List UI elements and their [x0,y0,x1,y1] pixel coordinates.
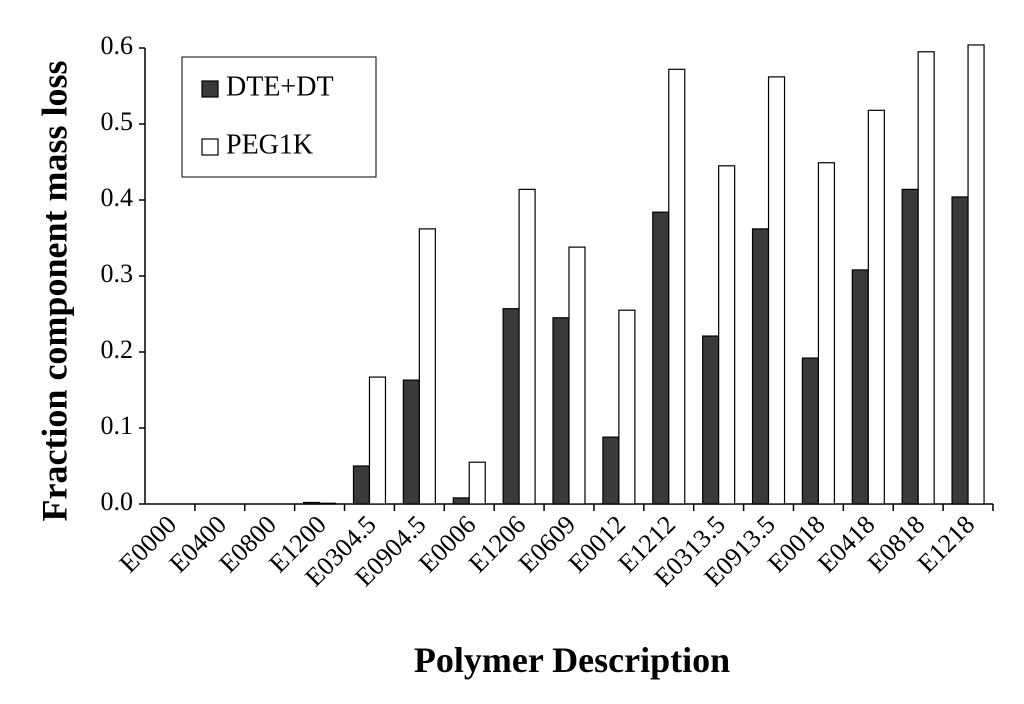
bar [668,68,686,505]
y-tick-label: 0.3 [101,259,134,288]
x-tick-label: E0800 [213,510,282,579]
bar [402,379,420,505]
x-tick-label: E0006 [413,510,482,579]
legend-swatch [201,138,219,156]
x-tick-label: E0018 [762,510,831,579]
x-tick-label: E1206 [463,510,532,579]
legend-label: DTE+DT [226,71,334,102]
bar [652,211,670,505]
bar [718,165,736,505]
y-tick-label: 0.2 [101,335,134,364]
bar [518,188,536,505]
bar [767,76,786,505]
bar [702,335,720,505]
bar [552,317,570,505]
bar [967,44,985,505]
x-tick-label: E0609 [513,510,582,579]
legend-box [181,56,377,178]
bar [318,502,337,505]
y-tick-label: 0.5 [101,107,134,136]
bar [867,109,885,505]
bar [368,376,387,505]
bar [502,308,520,505]
bar [801,357,820,505]
x-tick-label: E0400 [164,510,233,579]
bar [901,188,919,505]
bar [452,497,470,505]
y-tick-label: 0.0 [101,487,134,516]
bar [751,228,770,505]
x-tick-label: E0000 [114,510,183,579]
bar [951,196,969,505]
x-tick-label: E0418 [812,510,881,579]
legend-label: PEG1K [226,129,313,160]
bar [568,246,586,505]
x-tick-label: E0012 [563,510,632,579]
legend-swatch [201,80,219,98]
bar [602,436,620,505]
bar [618,309,636,505]
x-axis-label: Polymer Description [414,640,730,680]
bar [302,501,321,505]
bar [851,269,869,505]
bar [917,51,935,505]
bar [817,162,836,505]
y-tick-label: 0.4 [101,183,134,212]
bar [352,465,371,505]
bar [418,228,436,505]
x-tick-label: E1218 [912,510,981,579]
y-tick-label: 0.6 [101,31,134,60]
y-axis-label: Fraction component mass loss [34,61,74,522]
x-tick-label: E0818 [862,510,931,579]
y-tick-label: 0.1 [101,411,134,440]
bar [468,461,486,505]
